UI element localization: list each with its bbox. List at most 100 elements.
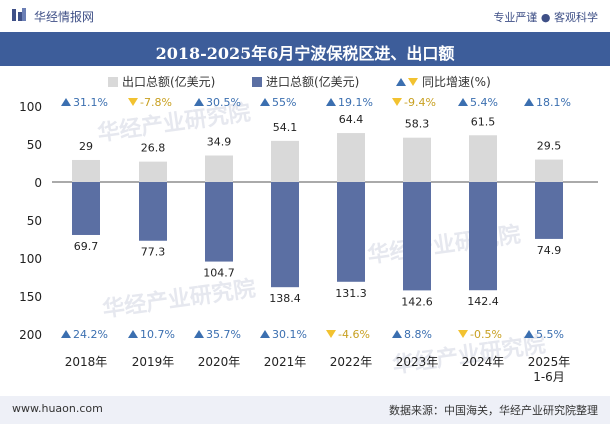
import-growth-up-icon <box>392 330 402 338</box>
y-tick-label: 50 <box>27 214 42 228</box>
legend-export-swatch <box>108 77 118 87</box>
chart-title: 2018-2025年6月宁波保税区进、出口额 <box>155 44 455 63</box>
x-tick-line: 2025年 <box>528 355 571 369</box>
x-tick-label: 2023年 <box>396 355 439 369</box>
export-value-label: 64.4 <box>339 113 364 126</box>
y-tick-label: 100 <box>19 252 42 266</box>
x-tick-line: 2020年 <box>198 355 241 369</box>
x-tick-line: 2023年 <box>396 355 439 369</box>
import-growth-up-icon <box>61 330 71 338</box>
import-growth-down-icon <box>458 330 468 338</box>
export-growth-label: 31.1% <box>73 96 108 109</box>
x-tick-label: 2019年 <box>132 355 175 369</box>
export-growth-down-icon <box>392 98 402 106</box>
site-name[interactable]: 华经情报网 <box>34 10 95 24</box>
export-value-label: 26.8 <box>141 142 166 155</box>
footer-website[interactable]: www.huaon.com <box>12 402 103 415</box>
export-growth-up-icon <box>524 98 534 106</box>
import-growth-label: 30.1% <box>272 328 307 341</box>
import-growth-label: -4.6% <box>338 328 370 341</box>
export-growth-up-icon <box>458 98 468 106</box>
import-bar <box>139 182 167 241</box>
tagline: 专业严谨 ● 客观科学 <box>493 11 598 24</box>
export-growth-down-icon <box>128 98 138 106</box>
export-bar <box>205 155 233 182</box>
x-tick-label: 2025年 1-6月 <box>528 355 571 384</box>
import-growth-label: 5.5% <box>536 328 564 341</box>
export-bar <box>535 159 563 182</box>
y-tick-label: 50 <box>27 138 42 152</box>
import-bar <box>403 182 431 291</box>
x-tick-line: 2024年 <box>462 355 505 369</box>
export-value-label: 61.5 <box>471 115 496 128</box>
import-growth-up-icon <box>194 330 204 338</box>
import-value-label: 142.6 <box>401 295 433 308</box>
import-growth-label: 24.2% <box>73 328 108 341</box>
import-growth-down-icon <box>326 330 336 338</box>
export-value-label: 58.3 <box>405 118 430 131</box>
import-growth-label: 35.7% <box>206 328 241 341</box>
watermark-1: 华经产业研究院 <box>366 221 522 268</box>
x-tick-label: 2021年 <box>264 355 307 369</box>
export-bar <box>337 133 365 182</box>
export-bar <box>72 159 100 182</box>
import-value-label: 104.7 <box>203 267 235 280</box>
export-value-label: 54.1 <box>273 121 298 134</box>
import-value-label: 138.4 <box>269 292 301 305</box>
y-tick-label: 100 <box>19 100 42 114</box>
x-tick-line: 2022年 <box>330 355 373 369</box>
export-growth-label: -7.8% <box>140 96 172 109</box>
export-growth-label: -9.4% <box>404 96 436 109</box>
export-growth-label: 18.1% <box>536 96 571 109</box>
legend-growth-down-icon <box>408 78 418 86</box>
import-value-label: 131.3 <box>335 287 367 300</box>
legend-import-swatch <box>252 77 262 87</box>
watermark-2: 华经产业研究院 <box>101 275 257 322</box>
import-value-label: 77.3 <box>141 246 166 259</box>
y-tick-label: 150 <box>19 290 42 304</box>
x-tick-line: 1-6月 <box>533 370 565 384</box>
legend-growth-up-icon <box>396 78 406 86</box>
import-value-label: 74.9 <box>537 244 562 257</box>
import-bar <box>271 182 299 288</box>
legend-import-label: 进口总额(亿美元) <box>266 74 359 89</box>
export-value-label: 34.9 <box>207 135 232 148</box>
export-value-label: 29.5 <box>537 140 562 153</box>
import-bar <box>72 182 100 235</box>
import-growth-label: 10.7% <box>140 328 175 341</box>
export-value-label: 29 <box>79 140 93 153</box>
import-growth-up-icon <box>524 330 534 338</box>
footer-source: 数据来源：中国海关，华经产业研究院整理 <box>389 404 598 417</box>
y-tick-label: 200 <box>19 328 42 342</box>
export-growth-label: 55% <box>272 96 296 109</box>
export-bar <box>469 135 497 182</box>
x-tick-line: 2019年 <box>132 355 175 369</box>
huajing-logo-icon <box>12 8 26 21</box>
legend-export-label: 出口总额(亿美元) <box>122 74 215 89</box>
export-growth-up-icon <box>260 98 270 106</box>
export-bar <box>403 137 431 182</box>
export-growth-label: 30.5% <box>206 96 241 109</box>
import-growth-up-icon <box>260 330 270 338</box>
export-bar <box>271 140 299 182</box>
x-tick-label: 2018年 <box>65 355 108 369</box>
x-tick-line: 2021年 <box>264 355 307 369</box>
export-bar <box>139 161 167 182</box>
title-bar <box>0 32 610 66</box>
import-value-label: 69.7 <box>74 240 99 253</box>
export-growth-label: 19.1% <box>338 96 373 109</box>
x-tick-label: 2020年 <box>198 355 241 369</box>
legend-growth-label: 同比增速(%) <box>422 75 491 89</box>
export-growth-up-icon <box>326 98 336 106</box>
import-bar <box>337 182 365 282</box>
top-bar: 华经情报网 专业严谨 ● 客观科学 <box>0 0 610 32</box>
import-bar <box>469 182 497 291</box>
x-tick-label: 2024年 <box>462 355 505 369</box>
export-growth-label: 5.4% <box>470 96 498 109</box>
import-growth-up-icon <box>128 330 138 338</box>
x-tick-line: 2018年 <box>65 355 108 369</box>
import-growth-label: -0.5% <box>470 328 502 341</box>
import-bar <box>535 182 563 239</box>
import-value-label: 142.4 <box>467 295 499 308</box>
